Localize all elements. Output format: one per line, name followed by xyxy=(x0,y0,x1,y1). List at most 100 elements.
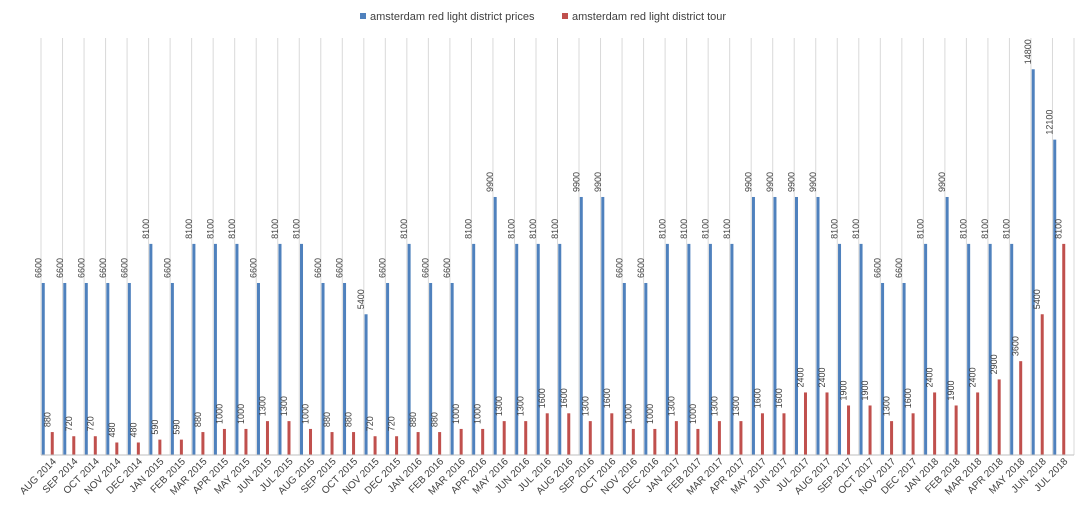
bar-series-1 xyxy=(838,243,842,455)
bar-series-1 xyxy=(816,196,820,455)
bar-series-1 xyxy=(106,282,110,455)
bar-series-2 xyxy=(1019,361,1023,455)
bar-series-2 xyxy=(416,432,420,455)
data-label-series-2: 1300 xyxy=(279,396,289,416)
bar-series-1 xyxy=(579,196,583,455)
bar-series-2 xyxy=(588,421,592,455)
bar-series-1 xyxy=(450,282,454,455)
data-label-series-2: 8100 xyxy=(1054,219,1064,239)
bar-series-2 xyxy=(674,421,678,455)
data-label-series-2: 590 xyxy=(171,420,181,435)
data-label-series-1: 8100 xyxy=(1002,219,1012,239)
bar-series-1 xyxy=(708,243,712,455)
data-label-series-2: 1300 xyxy=(709,396,719,416)
bar-series-1 xyxy=(472,243,476,455)
data-label-series-2: 480 xyxy=(128,422,138,437)
bar-series-2 xyxy=(976,392,980,455)
data-label-series-1: 6600 xyxy=(614,258,624,278)
bar-series-2 xyxy=(653,428,657,455)
bar-series-1 xyxy=(321,282,325,455)
bar-series-2 xyxy=(1040,314,1044,455)
data-label-series-1: 9900 xyxy=(571,172,581,192)
data-label-series-1: 8100 xyxy=(980,219,990,239)
data-label-series-2: 720 xyxy=(64,416,74,431)
data-label-series-1: 9900 xyxy=(937,172,947,192)
data-label-series-1: 9900 xyxy=(808,172,818,192)
data-label-series-1: 8100 xyxy=(464,219,474,239)
data-label-series-1: 9900 xyxy=(593,172,603,192)
bar-series-2 xyxy=(825,392,829,455)
data-label-series-2: 880 xyxy=(322,412,332,427)
data-label-series-1: 12100 xyxy=(1045,110,1055,135)
bar-series-2 xyxy=(201,432,205,455)
data-label-series-2: 590 xyxy=(150,420,160,435)
data-label-series-2: 1600 xyxy=(774,388,784,408)
data-label-series-2: 720 xyxy=(85,416,95,431)
bar-series-2 xyxy=(545,413,549,455)
data-label-series-1: 8100 xyxy=(959,219,969,239)
bar-series-1 xyxy=(881,282,885,455)
bar-series-2 xyxy=(502,421,506,455)
bar-series-2 xyxy=(890,421,894,455)
bar-series-1 xyxy=(665,243,669,455)
bar-series-2 xyxy=(395,436,399,455)
bar-series-2 xyxy=(567,413,571,455)
data-label-series-1: 8100 xyxy=(227,219,237,239)
data-label-series-2: 480 xyxy=(107,422,117,437)
bar-series-1 xyxy=(192,243,196,455)
bar-series-1 xyxy=(902,282,906,455)
bars xyxy=(41,69,1066,456)
data-label-series-2: 880 xyxy=(430,412,440,427)
data-label-series-1: 6600 xyxy=(55,258,65,278)
data-label-series-1: 6600 xyxy=(248,258,258,278)
data-label-series-2: 1000 xyxy=(214,404,224,424)
data-label-series-1: 6600 xyxy=(313,258,323,278)
data-label-series-2: 2400 xyxy=(968,367,978,387)
data-label-series-1: 8100 xyxy=(916,219,926,239)
bar-series-1 xyxy=(536,243,540,455)
bar-series-1 xyxy=(343,282,347,455)
bar-series-2 xyxy=(933,392,937,455)
gridlines xyxy=(40,38,1075,455)
bar-series-1 xyxy=(1053,139,1057,456)
bar-series-1 xyxy=(1010,243,1014,455)
bar-series-2 xyxy=(330,432,334,455)
bar-series-2 xyxy=(222,428,226,455)
data-label-series-1: 9900 xyxy=(765,172,775,192)
data-label-series-1: 6600 xyxy=(98,258,108,278)
bar-series-1 xyxy=(235,243,239,455)
data-labels: 6600 880 6600 720 6600 720 6600 480 6600 480 8100 5… xyxy=(33,39,1063,437)
bar-series-1 xyxy=(601,196,605,455)
data-label-series-1: 6600 xyxy=(894,258,904,278)
data-label-series-2: 1600 xyxy=(602,388,612,408)
bar-series-1 xyxy=(278,243,282,455)
data-label-series-2: 1000 xyxy=(645,404,655,424)
bar-series-1 xyxy=(622,282,626,455)
bar-series-2 xyxy=(93,436,97,455)
data-label-series-1: 6600 xyxy=(421,258,431,278)
bar-series-1 xyxy=(407,243,411,455)
bar-series-2 xyxy=(158,439,162,455)
bar-series-1 xyxy=(213,243,217,455)
data-label-series-2: 1000 xyxy=(236,404,246,424)
legend-label-1: amsterdam red light district prices xyxy=(370,11,535,23)
bar-series-2 xyxy=(1062,243,1066,455)
bar-series-1 xyxy=(859,243,863,455)
bar-series-2 xyxy=(136,442,140,455)
data-label-series-1: 6600 xyxy=(33,258,43,278)
data-label-series-1: 8100 xyxy=(851,219,861,239)
bar-series-1 xyxy=(773,196,777,455)
data-label-series-1: 6600 xyxy=(378,258,388,278)
bar-series-2 xyxy=(782,413,786,455)
data-label-series-1: 9900 xyxy=(485,172,495,192)
data-label-series-1: 8100 xyxy=(205,219,215,239)
data-label-series-2: 2400 xyxy=(795,367,805,387)
bar-series-1 xyxy=(429,282,433,455)
bar-series-2 xyxy=(610,413,614,455)
bar-series-1 xyxy=(1031,69,1035,456)
bar-series-1 xyxy=(644,282,648,455)
data-label-series-1: 6600 xyxy=(873,258,883,278)
bar-series-2 xyxy=(459,428,463,455)
bar-series-1 xyxy=(730,243,734,455)
